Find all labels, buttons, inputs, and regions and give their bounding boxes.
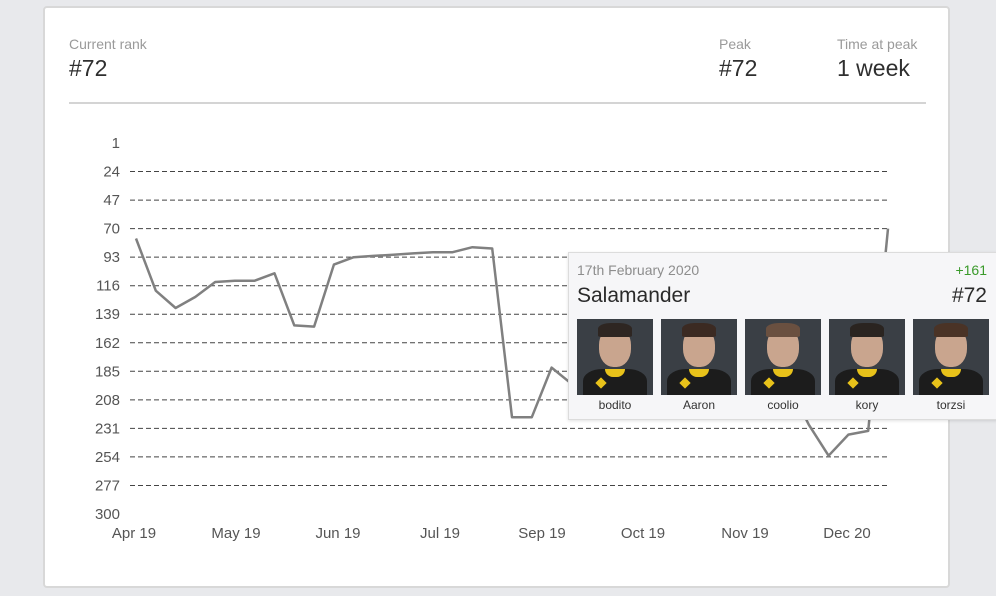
y-tick-label: 139 xyxy=(95,306,120,323)
player-card[interactable]: kory xyxy=(829,319,905,412)
y-tick-label: 24 xyxy=(103,164,120,181)
y-tick-label: 70 xyxy=(103,221,120,238)
chart-tooltip: 17th February 2020 +161 Salamander #72 b… xyxy=(568,252,996,420)
time-at-peak-stat: Time at peak 1 week xyxy=(837,36,917,82)
tooltip-date: 17th February 2020 xyxy=(577,262,700,278)
x-tick-label: Dec 20 xyxy=(823,525,871,542)
stats-divider xyxy=(69,102,926,104)
peak-value: #72 xyxy=(719,55,758,81)
player-photo xyxy=(745,319,821,395)
current-rank-stat: Current rank #72 xyxy=(69,36,147,82)
x-tick-label: Nov 19 xyxy=(721,525,769,542)
player-photo xyxy=(913,319,989,395)
player-photo xyxy=(661,319,737,395)
player-name: torzsi xyxy=(936,398,966,412)
peak-label: Peak xyxy=(719,36,751,52)
y-tick-label: 93 xyxy=(103,249,120,266)
y-tick-label: 47 xyxy=(103,192,120,209)
player-name: Aaron xyxy=(682,398,716,412)
y-tick-label: 1 xyxy=(112,135,120,152)
y-tick-label: 277 xyxy=(95,477,120,494)
current-rank-value: #72 xyxy=(69,55,108,81)
x-tick-label: May 19 xyxy=(211,525,260,542)
y-tick-label: 116 xyxy=(96,278,120,295)
x-tick-label: Oct 19 xyxy=(621,525,665,542)
x-tick-label: Jun 19 xyxy=(315,525,360,542)
x-tick-label: Sep 19 xyxy=(518,525,566,542)
player-name: kory xyxy=(855,398,879,412)
player-photo xyxy=(829,319,905,395)
player-card[interactable]: bodito xyxy=(577,319,653,412)
player-card[interactable]: Aaron xyxy=(661,319,737,412)
y-tick-label: 254 xyxy=(95,449,120,466)
y-tick-label: 185 xyxy=(95,363,120,380)
player-card[interactable]: torzsi xyxy=(913,319,989,412)
tooltip-rank-change: +161 xyxy=(955,262,987,278)
x-tick-label: Jul 19 xyxy=(420,525,460,542)
y-tick-label: 300 xyxy=(95,506,120,523)
player-name: coolio xyxy=(767,398,799,412)
y-tick-label: 208 xyxy=(95,392,120,409)
player-name: bodito xyxy=(598,398,632,412)
tooltip-rank: #72 xyxy=(951,284,987,307)
y-tick-label: 231 xyxy=(95,420,120,437)
tooltip-team-name[interactable]: Salamander xyxy=(577,284,691,307)
y-tick-label: 162 xyxy=(95,335,120,352)
player-card[interactable]: coolio xyxy=(745,319,821,412)
player-photo xyxy=(577,319,653,395)
peak-stat: Peak #72 xyxy=(719,36,757,82)
current-rank-label: Current rank xyxy=(69,36,147,52)
time-at-peak-label: Time at peak xyxy=(837,36,918,52)
time-at-peak-value: 1 week xyxy=(837,55,910,81)
x-tick-label: Apr 19 xyxy=(112,525,156,542)
